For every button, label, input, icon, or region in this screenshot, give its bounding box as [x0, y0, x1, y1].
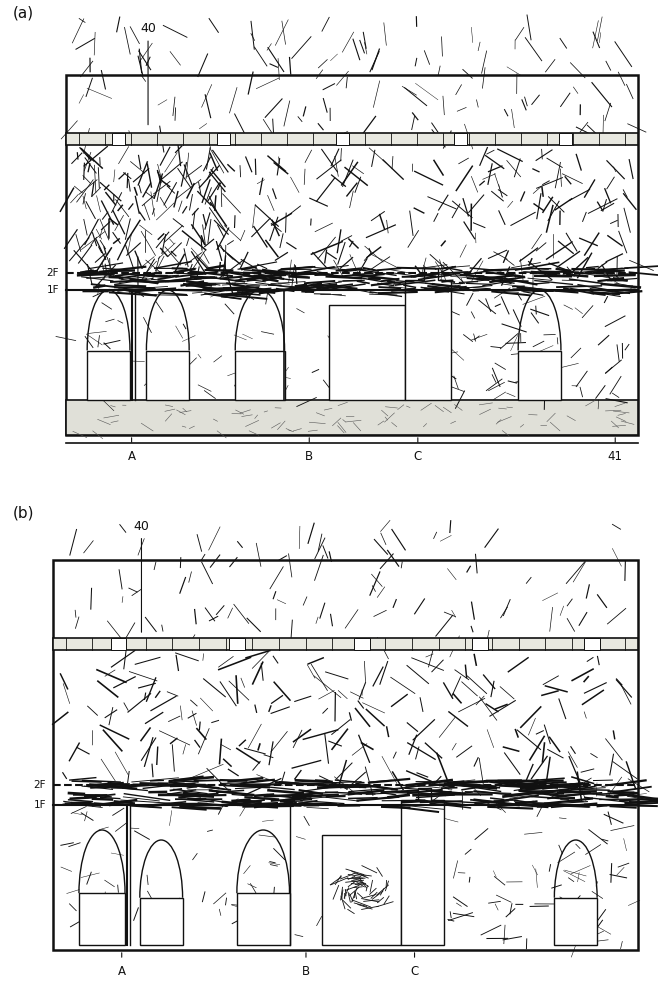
FancyBboxPatch shape: [237, 893, 290, 945]
FancyBboxPatch shape: [66, 75, 638, 435]
FancyBboxPatch shape: [554, 898, 597, 945]
Text: 2F: 2F: [47, 267, 59, 277]
FancyBboxPatch shape: [87, 351, 130, 400]
Text: 40: 40: [140, 22, 156, 125]
FancyBboxPatch shape: [229, 638, 245, 650]
FancyBboxPatch shape: [79, 893, 125, 945]
Text: 1F: 1F: [47, 285, 59, 295]
FancyBboxPatch shape: [584, 638, 600, 650]
Text: B: B: [302, 965, 310, 978]
Text: C: C: [414, 450, 422, 463]
Text: 1F: 1F: [34, 800, 46, 810]
Polygon shape: [405, 267, 451, 400]
Text: B: B: [305, 450, 313, 463]
FancyBboxPatch shape: [66, 400, 638, 435]
FancyBboxPatch shape: [146, 351, 190, 400]
Text: 41: 41: [608, 450, 622, 463]
FancyBboxPatch shape: [454, 132, 467, 145]
FancyBboxPatch shape: [139, 898, 182, 945]
Text: C: C: [411, 965, 418, 978]
FancyBboxPatch shape: [217, 132, 230, 145]
FancyBboxPatch shape: [112, 132, 125, 145]
FancyBboxPatch shape: [236, 351, 285, 400]
FancyBboxPatch shape: [66, 132, 638, 145]
FancyBboxPatch shape: [519, 351, 561, 400]
FancyBboxPatch shape: [472, 638, 488, 650]
FancyBboxPatch shape: [559, 132, 572, 145]
FancyBboxPatch shape: [336, 132, 349, 145]
Text: (b): (b): [13, 505, 35, 520]
FancyBboxPatch shape: [111, 638, 126, 650]
Text: A: A: [118, 965, 126, 978]
FancyBboxPatch shape: [322, 835, 401, 945]
FancyBboxPatch shape: [53, 560, 638, 950]
FancyBboxPatch shape: [53, 638, 638, 650]
FancyBboxPatch shape: [354, 638, 370, 650]
Text: A: A: [128, 450, 136, 463]
Text: 40: 40: [134, 520, 149, 632]
Text: (a): (a): [13, 5, 34, 20]
Polygon shape: [401, 788, 444, 945]
Text: 2F: 2F: [34, 780, 46, 790]
FancyBboxPatch shape: [329, 305, 405, 400]
